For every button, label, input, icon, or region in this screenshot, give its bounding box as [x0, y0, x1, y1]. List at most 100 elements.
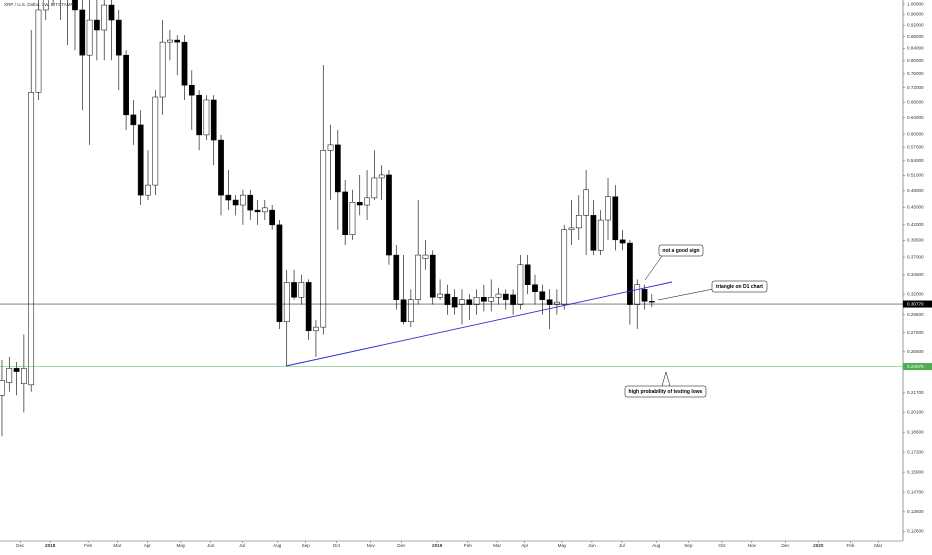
x-tick-label: Sep: [302, 543, 311, 548]
candle-body: [422, 254, 429, 259]
candle-body: [429, 254, 436, 298]
candle-body: [298, 282, 305, 298]
y-tick-label: 0.88000: [907, 34, 924, 39]
candle-body: [554, 301, 560, 305]
callout-pointer: [657, 288, 714, 301]
y-tick-label: 0.32000: [907, 291, 924, 296]
candle-body: [0, 380, 5, 396]
candle-body: [532, 284, 538, 292]
y-tick-label: 0.34500: [907, 272, 924, 277]
candle-body: [561, 229, 568, 305]
candle-body: [502, 293, 509, 300]
price-label: 0.24070: [907, 364, 924, 369]
candle-body: [152, 96, 159, 186]
y-tick-label: 0.12600: [907, 529, 924, 534]
x-tick-label: 2020: [813, 543, 824, 548]
candle-body: [641, 289, 648, 302]
x-tick-label: Feb: [464, 543, 472, 548]
candle-body: [291, 282, 297, 298]
candle-body: [612, 196, 619, 241]
x-tick-label: Nov: [748, 543, 757, 548]
y-tick-label: 0.72000: [907, 85, 924, 90]
x-tick-label: Mar: [874, 543, 882, 548]
candle-body: [269, 209, 275, 226]
candle-body: [568, 227, 575, 230]
chart-title: XRP / U.S. Dollar, 1W, BITSTAMP: [4, 2, 74, 7]
price-label: 0.30770: [907, 301, 924, 306]
candle-body: [590, 215, 597, 251]
x-tick-label: 2018: [45, 543, 56, 548]
x-tick-label: Dec: [16, 543, 25, 548]
candle-body: [605, 196, 611, 221]
candle-body: [371, 177, 378, 199]
candle-body: [130, 114, 137, 126]
y-tick-label: 0.80000: [907, 58, 924, 63]
candle-body: [356, 201, 363, 206]
candle-body: [342, 191, 349, 235]
y-tick-label: 0.17200: [907, 449, 924, 454]
candle-body: [225, 194, 232, 201]
candle-body: [203, 99, 210, 136]
candle-body: [488, 297, 495, 302]
y-tick-label: 0.39500: [907, 238, 924, 243]
y-tick-label: 0.13600: [907, 509, 924, 514]
x-tick-label: May: [558, 543, 567, 548]
candle-body: [79, 9, 86, 56]
y-tick-label: 0.51000: [907, 173, 924, 178]
y-tick-label: 0.57000: [907, 144, 924, 149]
candle-body: [349, 201, 356, 235]
candle-body: [188, 84, 195, 96]
callout-text: triangle on D1 chart: [716, 284, 763, 290]
x-tick-label: Dec: [397, 543, 406, 548]
candle-body: [597, 219, 604, 251]
candle-body: [254, 209, 261, 213]
y-tick-label: 0.48000: [907, 188, 924, 193]
x-tick-label: May: [177, 543, 186, 548]
y-tick-label: 0.21700: [907, 390, 924, 395]
candle-body: [247, 194, 254, 211]
candle-body: [86, 19, 93, 56]
candle-body: [539, 291, 546, 300]
candle-body: [415, 254, 422, 300]
x-tick-label: Mar: [493, 543, 501, 548]
y-tick-label: 0.18600: [907, 429, 924, 434]
candle-body: [481, 297, 487, 302]
y-tick-label: 0.29500: [907, 312, 924, 317]
candle-body: [583, 189, 589, 216]
x-tick-label: Oct: [333, 543, 341, 548]
x-tick-label: Dec: [781, 543, 790, 548]
y-tick-label: 0.64000: [907, 115, 924, 120]
y-tick-label: 0.92000: [907, 22, 924, 27]
candle-body: [575, 215, 582, 229]
candle-body: [495, 293, 502, 298]
candle-body: [232, 199, 239, 206]
x-tick-label: 2019: [432, 543, 443, 548]
candle-body: [313, 326, 319, 332]
candle-body: [276, 224, 283, 323]
candle-body: [218, 139, 224, 196]
candle-body: [466, 299, 473, 305]
y-tick-label: 0.42000: [907, 222, 924, 227]
candle-body: [167, 39, 173, 43]
candle-body: [400, 299, 407, 323]
callout-text: not a good sign: [662, 248, 699, 254]
x-tick-label: Feb: [846, 543, 854, 548]
x-tick-label: Oct: [718, 543, 726, 548]
y-tick-label: 0.45000: [907, 205, 924, 210]
candle-body: [123, 54, 129, 116]
callout-pointer: [661, 371, 671, 387]
candle-body: [137, 124, 144, 196]
callout-text: high probability of testing lows: [629, 389, 703, 395]
y-tick-label: 0.84000: [907, 46, 924, 51]
y-tick-label: 0.27500: [907, 330, 924, 335]
callout-box: [711, 280, 768, 293]
candle-body: [159, 41, 166, 98]
candle-body: [210, 99, 217, 141]
candle-body: [393, 254, 400, 300]
candle-body: [261, 207, 268, 213]
x-tick-label: Aug: [273, 543, 282, 548]
y-tick-label: 0.37000: [907, 254, 924, 259]
y-tick-label: 0.96000: [907, 12, 924, 17]
